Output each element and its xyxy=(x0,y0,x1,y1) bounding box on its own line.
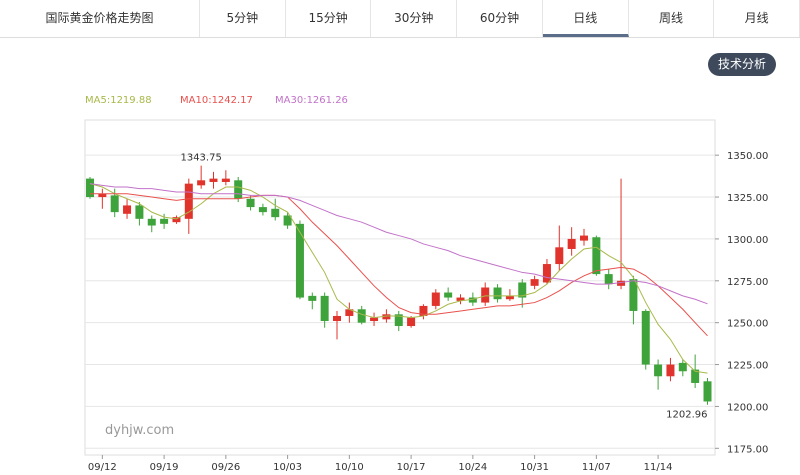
candle-body xyxy=(110,195,119,213)
candle-body xyxy=(221,178,230,182)
candle-body xyxy=(333,315,341,321)
y-tick-label: 1200.00 xyxy=(727,402,768,413)
y-tick-label: 1175.00 xyxy=(727,444,768,455)
candle-body xyxy=(407,317,416,327)
x-tick-label: 11/14 xyxy=(644,462,673,473)
period-tab[interactable]: 5分钟 xyxy=(200,0,286,37)
legend-label: MA30:1261.26 xyxy=(275,95,348,106)
candle-body xyxy=(641,310,650,365)
x-tick-label: 10/31 xyxy=(520,462,549,473)
candle-body xyxy=(617,280,626,286)
candle-body xyxy=(493,287,502,300)
x-tick-label: 09/26 xyxy=(211,462,240,473)
x-tick-label: 10/24 xyxy=(458,462,487,473)
candle-body xyxy=(555,247,564,265)
candle-body xyxy=(518,282,527,298)
candle-body xyxy=(382,314,391,320)
candle-body xyxy=(592,237,601,275)
candle-body xyxy=(654,364,663,377)
candle-body xyxy=(86,178,94,198)
plot-frame xyxy=(84,119,716,456)
candle-body xyxy=(295,223,304,298)
ma-line xyxy=(89,183,708,374)
candle-body xyxy=(481,287,490,303)
x-tick-label: 10/03 xyxy=(273,462,302,473)
candle-body xyxy=(184,183,193,219)
y-tick-label: 1250.00 xyxy=(727,319,768,330)
candle-body xyxy=(147,218,156,226)
period-tab[interactable]: 30分钟 xyxy=(371,0,458,37)
price-annotation: 1202.96 xyxy=(666,409,707,420)
legend-label: MA10:1242.17 xyxy=(180,95,253,106)
x-tick-label: 09/19 xyxy=(150,462,179,473)
price-annotation: 1343.75 xyxy=(180,153,221,164)
candle-body xyxy=(678,362,687,372)
x-tick-label: 10/10 xyxy=(335,462,364,473)
candle-body xyxy=(394,314,403,327)
x-tick-label: 10/17 xyxy=(397,462,426,473)
tab-bar: 国际黄金价格走势图 5分钟 15分钟 30分钟 60分钟 日线 周线 月线 xyxy=(0,0,800,38)
candle-body xyxy=(604,274,613,285)
candle-body xyxy=(530,279,539,286)
page-title: 国际黄金价格走势图 xyxy=(0,0,200,37)
candle-body xyxy=(505,295,514,300)
candle-body xyxy=(580,235,588,241)
candle-body xyxy=(320,295,329,321)
candle-body xyxy=(419,305,428,316)
ma-line xyxy=(89,183,708,305)
y-tick-label: 1225.00 xyxy=(727,361,768,372)
candle-body xyxy=(370,317,379,321)
candle-body xyxy=(345,309,354,316)
legend-label: MA5:1219.88 xyxy=(85,95,152,106)
candle-body xyxy=(308,295,317,301)
period-tab[interactable]: 日线 xyxy=(542,0,629,37)
candle-body xyxy=(98,193,107,198)
ma-line xyxy=(90,193,708,337)
y-tick-label: 1325.00 xyxy=(727,193,768,204)
period-tab[interactable]: 周线 xyxy=(629,0,715,37)
period-tab[interactable]: 15分钟 xyxy=(286,0,372,37)
candle-body xyxy=(160,218,169,224)
watermark: dyhjw.com xyxy=(105,423,174,438)
candle-body xyxy=(123,205,132,214)
candle-body xyxy=(172,217,181,223)
analysis-button[interactable]: 技术分析 xyxy=(708,53,776,76)
candle-body xyxy=(444,292,453,298)
y-tick-label: 1300.00 xyxy=(727,235,768,246)
x-tick-label: 09/12 xyxy=(88,462,117,473)
candle-body xyxy=(431,292,440,306)
candle-body xyxy=(135,205,144,219)
candle-body xyxy=(283,215,292,226)
candle-body xyxy=(666,364,675,377)
period-tab[interactable]: 60分钟 xyxy=(457,0,543,37)
candle-body xyxy=(258,207,267,213)
y-tick-label: 1350.00 xyxy=(727,151,768,162)
candle-body xyxy=(197,180,206,186)
y-tick-label: 1275.00 xyxy=(727,277,768,288)
x-tick-label: 11/07 xyxy=(582,462,611,473)
candle-body xyxy=(456,297,465,301)
candle-body xyxy=(703,381,712,402)
candle-body xyxy=(209,178,218,182)
candle-body xyxy=(468,297,477,303)
candle-body xyxy=(246,198,255,208)
candle-body xyxy=(357,309,366,323)
candle-body xyxy=(691,369,700,383)
candle-body xyxy=(271,208,280,218)
candle-body xyxy=(567,238,576,249)
candle-body xyxy=(629,279,638,311)
candle-body xyxy=(542,264,551,283)
candle-body xyxy=(234,180,243,199)
